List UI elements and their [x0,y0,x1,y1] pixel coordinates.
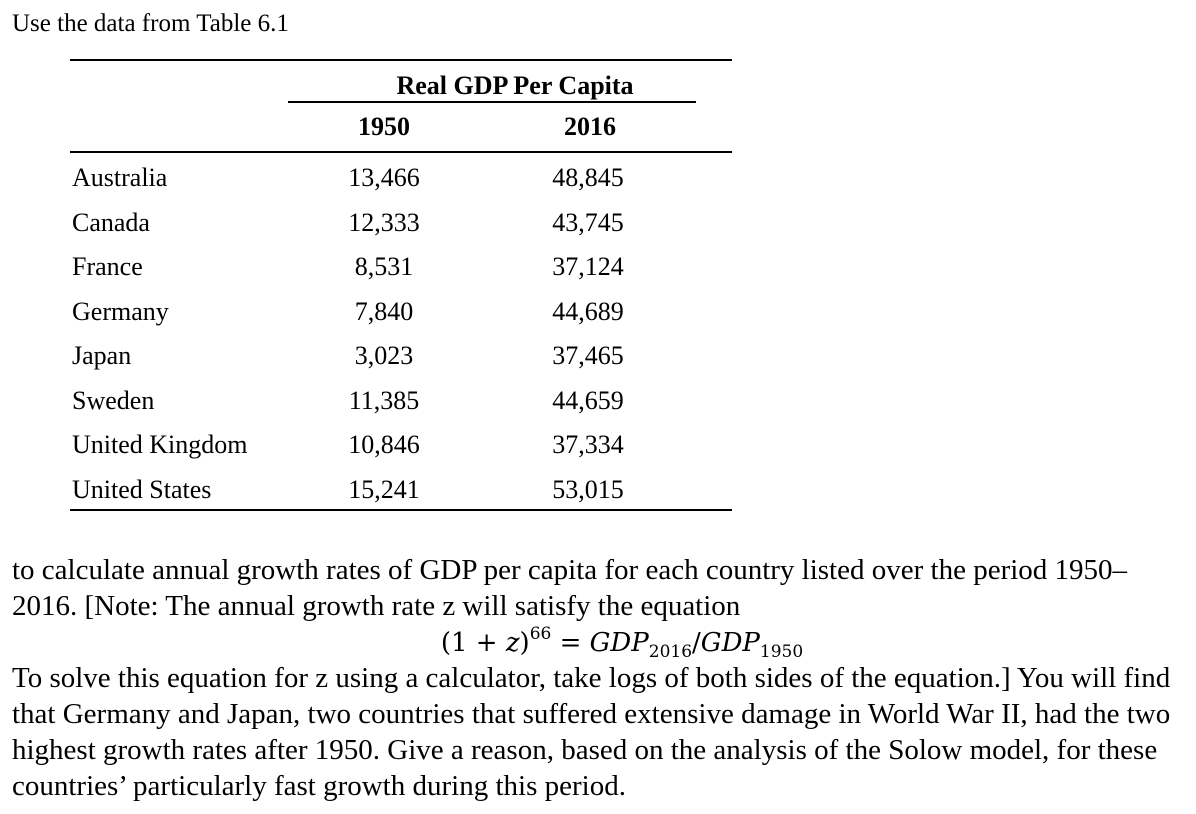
equation-numerator: GDP [589,628,649,658]
gdp-2016: 37,465 [552,341,624,370]
gdp-2016: 37,334 [552,430,624,459]
gdp-1950: 11,385 [348,385,420,415]
equation-exponent: 66 [529,624,552,644]
table-row: Japan 3,023 37,465 [0,338,760,383]
gdp-1950: 12,333 [348,207,420,237]
gdp-2016: 37,124 [552,252,624,281]
equation-lhs-open: (1 + [440,628,506,658]
equation-numerator-subscript: 2016 [648,642,693,662]
instruction-paragraph: to calculate annual growth rates of GDP … [12,554,1128,622]
equation-slash: / [692,628,701,658]
table-row: Sweden 11,385 44,659 [0,383,760,428]
question-text: to calculate annual growth rates of GDP … [12,552,1192,804]
country-name: United States [72,474,212,504]
table-row: Australia 13,466 48,845 [0,160,760,205]
column-header-2016: 2016 [564,112,616,141]
table-top-rule [70,59,732,61]
table-row: United States 15,241 53,015 [0,472,760,517]
gdp-1950: 10,846 [348,430,420,459]
country-name: Australia [72,163,168,192]
country-name: Canada [72,207,150,237]
equation-denominator-subscript: 1950 [759,642,804,662]
country-name: France [72,252,143,281]
table-body: Australia 13,466 48,845 Canada 12,333 43… [0,160,760,516]
gdp-1950: 13,466 [348,163,420,192]
table-row: United Kingdom 10,846 37,334 [0,427,760,472]
table-row: Germany 7,840 44,689 [0,294,760,339]
country-name: Sweden [72,385,155,415]
header-rule [70,151,732,153]
table-row: Canada 12,333 43,745 [0,205,760,250]
country-name: United Kingdom [72,430,248,459]
country-name: Japan [72,341,132,370]
gdp-2016: 53,015 [552,474,624,504]
equation-variable-z: z [505,628,520,658]
question-paragraph: To solve this equation for z using a cal… [12,662,1171,802]
equation-denominator: GDP [700,628,760,658]
column-header-1950: 1950 [358,112,410,141]
gdp-2016: 44,659 [552,385,624,415]
group-header-rule [288,101,696,103]
growth-equation: (1 + z)66 = GDP2016/GDP1950 [12,624,1192,662]
gdp-1950: 15,241 [348,474,420,504]
gdp-2016: 43,745 [552,207,624,237]
equation-equals: = [551,628,590,658]
country-name: Germany [72,296,169,326]
gdp-1950: 8,531 [354,252,414,281]
gdp-1950: 7,840 [354,296,414,326]
gdp-2016: 48,845 [552,163,624,192]
table-row: France 8,531 37,124 [0,249,760,294]
table-bottom-rule [70,509,732,511]
gdp-2016: 44,689 [552,296,624,326]
equation-lhs-close: ) [519,628,530,658]
intro-text: Use the data from Table 6.1 [12,10,289,37]
group-header: Real GDP Per Capita [396,71,634,100]
gdp-1950: 3,023 [354,341,414,370]
